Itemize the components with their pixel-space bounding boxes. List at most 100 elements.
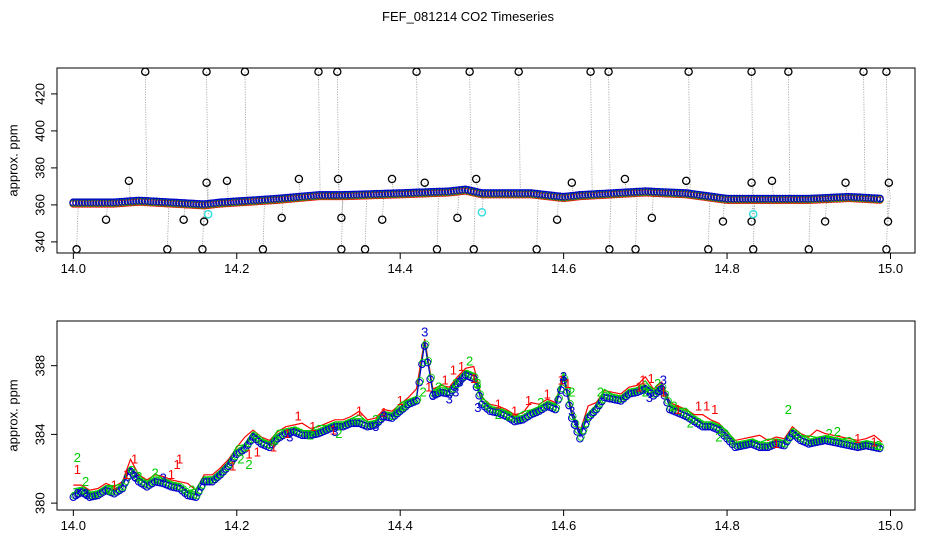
lower-data-point xyxy=(367,420,375,429)
lower-data-point xyxy=(815,437,824,446)
lower-data-point xyxy=(813,438,821,446)
lower-data-point xyxy=(454,378,463,386)
upper-outlier-point xyxy=(202,67,211,76)
lower-data-point xyxy=(702,421,710,429)
lower-data-point xyxy=(364,421,373,429)
lower-series-label-2: 2 xyxy=(642,385,649,400)
upper-outlier-point xyxy=(141,67,150,76)
lower-data-point xyxy=(814,436,822,445)
upper-outlier-point xyxy=(163,245,172,254)
upper-outlier-point xyxy=(647,213,657,223)
lower-series-label-1: 1 xyxy=(558,373,565,388)
lower-series-label-1: 1 xyxy=(647,371,654,386)
upper-outlier-point xyxy=(420,178,429,187)
upper-x-tick-label: 14.0 xyxy=(61,261,86,276)
lower-series-label-1: 1 xyxy=(470,371,477,386)
upper-outlier-point xyxy=(453,213,462,223)
lower-series-label-3: 3 xyxy=(474,400,481,415)
upper-outlier-point xyxy=(841,178,850,187)
upper-spike-line xyxy=(808,199,811,250)
upper-outlier-point xyxy=(240,67,250,76)
upper-spike-line xyxy=(206,71,209,205)
upper-spike-line xyxy=(336,71,340,196)
lower-y-tick-label: 380 xyxy=(32,492,47,514)
lower-data-point xyxy=(285,427,294,435)
upper-outlier-point xyxy=(859,67,868,76)
lower-data-point xyxy=(469,374,478,383)
lower-data-point xyxy=(375,416,384,425)
lower-data-point xyxy=(590,406,599,415)
lower-data-point xyxy=(366,422,375,430)
upper-outlier-point xyxy=(681,176,691,186)
upper-outlier-point xyxy=(784,67,793,76)
lower-series-label-3: 3 xyxy=(160,471,167,486)
upper-spike-line xyxy=(752,199,756,250)
upper-spike-line xyxy=(787,71,791,200)
lower-x-tick-label: 14.8 xyxy=(714,518,739,533)
lower-data-point xyxy=(860,440,868,449)
lower-data-point xyxy=(626,388,634,397)
lower-data-point xyxy=(806,438,814,446)
upper-spike-line xyxy=(635,192,638,250)
lower-x-tick-label: 14.0 xyxy=(61,518,86,533)
lower-series-label-1: 1 xyxy=(123,467,130,482)
lower-data-point xyxy=(731,443,740,452)
lower-data-point xyxy=(596,400,604,408)
upper-spike-line xyxy=(166,202,170,250)
lower-series-label-1: 1 xyxy=(511,404,518,419)
lower-data-point xyxy=(642,383,651,391)
upper-outlier-point xyxy=(748,245,758,254)
lower-data-point xyxy=(302,429,310,438)
lower-series-label-1: 1 xyxy=(772,436,779,451)
lower-series-label-1: 1 xyxy=(294,409,301,424)
lower-data-point xyxy=(746,439,754,447)
lower-data-point xyxy=(664,397,672,405)
lower-series-label-2: 2 xyxy=(834,424,841,439)
lower-data-point xyxy=(269,439,277,447)
lower-data-point xyxy=(784,436,792,444)
lower-data-point xyxy=(560,374,569,383)
lower-series-label-1: 1 xyxy=(564,376,571,391)
upper-outlier-point xyxy=(360,245,370,254)
upper-spike-line xyxy=(707,196,711,250)
lower-x-tick-label: 14.4 xyxy=(388,518,413,533)
upper-outlier-point xyxy=(198,245,207,254)
lower-data-point xyxy=(201,476,209,484)
upper-y-tick-label: 420 xyxy=(32,83,47,105)
lower-series-label-1: 1 xyxy=(854,431,861,446)
upper-spike-line xyxy=(144,71,148,202)
upper-spike-line xyxy=(751,71,754,200)
lower-data-point xyxy=(422,340,430,348)
lower-data-point xyxy=(579,426,588,434)
lower-data-point xyxy=(588,409,596,418)
upper-y-tick-label: 340 xyxy=(32,231,47,253)
lower-series-label-2: 2 xyxy=(82,474,89,489)
upper-spike-line xyxy=(381,194,385,220)
lower-data-point xyxy=(510,417,519,426)
upper-outlier-point xyxy=(337,245,346,254)
lower-series-label-3: 3 xyxy=(568,404,575,419)
lower-data-point xyxy=(576,434,584,443)
lower-data-point xyxy=(743,439,751,447)
chart-title: FEF_081214 CO2 Timeseries xyxy=(382,9,554,24)
lower-plot-frame xyxy=(56,320,916,511)
lower-data-point xyxy=(757,441,765,450)
lower-series-label-2: 2 xyxy=(106,483,113,498)
lower-data-point xyxy=(661,390,670,398)
upper-outlier-point xyxy=(333,67,342,76)
lower-series-label-3: 3 xyxy=(421,324,428,339)
lower-data-point xyxy=(313,428,321,437)
lower-series-label-1: 1 xyxy=(871,434,878,449)
lower-series-label-2: 2 xyxy=(335,426,342,441)
lower-data-point xyxy=(585,412,593,421)
lower-data-point xyxy=(551,405,560,414)
lower-data-point xyxy=(311,430,320,438)
upper-cyan-point xyxy=(477,207,487,217)
lower-series-label-3: 3 xyxy=(656,383,663,398)
lower-data-point xyxy=(204,476,212,484)
lower-data-point xyxy=(416,377,424,385)
lower-series-label-1: 1 xyxy=(442,373,449,388)
upper-x-tick-label: 15.0 xyxy=(878,261,903,276)
lower-series-label-2: 2 xyxy=(188,483,195,498)
upper-y-tick-label: 360 xyxy=(32,194,47,216)
